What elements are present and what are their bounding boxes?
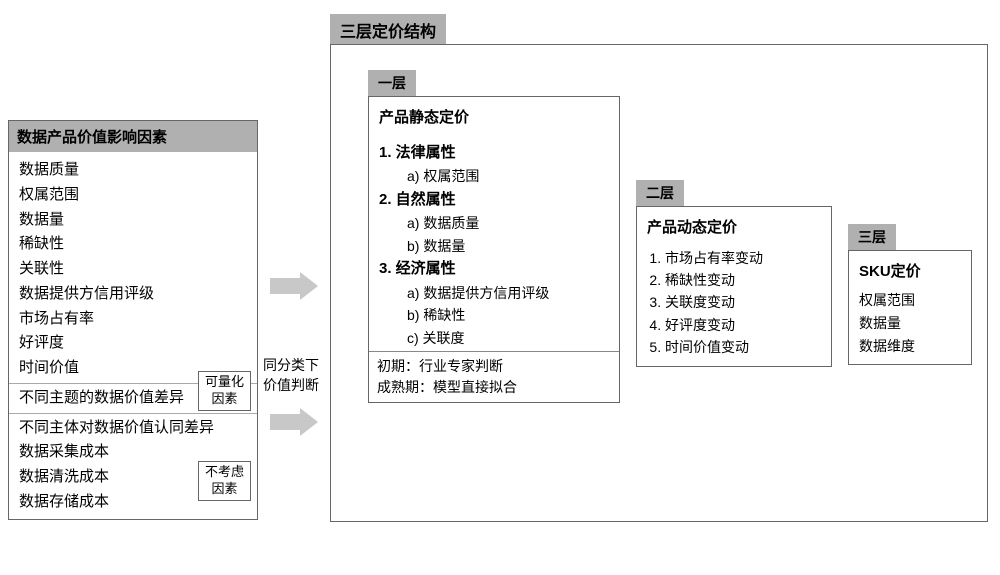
t: 同分类下 xyxy=(263,357,319,373)
s: b) 稀缺性 xyxy=(379,304,609,326)
t: 可量化 xyxy=(205,374,244,389)
li: 关联性 xyxy=(19,257,247,282)
g: 1. 法律属性 xyxy=(379,141,609,166)
f: 成熟期：模型直接拟合 xyxy=(377,377,611,398)
layer3-box: SKU定价 权属范围 数据量 数据维度 xyxy=(848,250,972,365)
li: 权属范围 xyxy=(19,183,247,208)
layer3-tab: 三层 xyxy=(848,224,896,250)
li: 数据量 xyxy=(19,208,247,233)
layer1-box: 产品静态定价 1. 法律属性 a) 权属范围 2. 自然属性 a) 数据质量 b… xyxy=(368,96,620,403)
li: 好评度 xyxy=(19,331,247,356)
li: 关联度变动 xyxy=(665,291,821,313)
li: 数据质量 xyxy=(19,158,247,183)
layer1-tab: 一层 xyxy=(368,70,416,96)
s: c) 关联度 xyxy=(379,327,609,349)
t: 因素 xyxy=(211,481,237,496)
li: 数据量 xyxy=(859,312,961,335)
right-title: 三层定价结构 xyxy=(330,14,446,46)
g: 3. 经济属性 xyxy=(379,257,609,282)
li: 市场占有率 xyxy=(19,307,247,332)
left-panel: 数据产品价值影响因素 数据质量 权属范围 数据量 稀缺性 关联性 数据提供方信用… xyxy=(8,120,258,520)
s: b) 数据量 xyxy=(379,235,609,257)
t: 价值判断 xyxy=(263,377,319,393)
li: 稀缺性变动 xyxy=(665,269,821,291)
li: 稀缺性 xyxy=(19,232,247,257)
li: 好评度变动 xyxy=(665,314,821,336)
s: a) 权属范围 xyxy=(379,165,609,187)
layer2-title: 产品动态定价 xyxy=(647,213,821,245)
tag-ignore: 不考虑 因素 xyxy=(198,461,251,501)
t: 因素 xyxy=(211,391,237,406)
tag-quantifiable: 可量化 因素 xyxy=(198,371,251,411)
li: 市场占有率变动 xyxy=(665,247,821,269)
s: a) 数据质量 xyxy=(379,212,609,234)
li: 时间价值变动 xyxy=(665,336,821,358)
layer1-foot: 初期：行业专家判断 成熟期：模型直接拟合 xyxy=(369,351,619,402)
li: 数据维度 xyxy=(859,335,961,358)
li: 权属范围 xyxy=(859,289,961,312)
divider xyxy=(9,413,257,414)
left-title: 数据产品价值影响因素 xyxy=(9,121,257,152)
layer1-title: 产品静态定价 xyxy=(379,103,609,135)
li: 不同主体对数据价值认同差异 xyxy=(19,416,247,441)
li: 数据提供方信用评级 xyxy=(19,282,247,307)
t: 不考虑 xyxy=(205,464,244,479)
layer2-list: 市场占有率变动 稀缺性变动 关联度变动 好评度变动 时间价值变动 xyxy=(665,247,821,359)
s: a) 数据提供方信用评级 xyxy=(379,282,609,304)
layer2-box: 产品动态定价 市场占有率变动 稀缺性变动 关联度变动 好评度变动 时间价值变动 xyxy=(636,206,832,367)
layer3-title: SKU定价 xyxy=(859,257,961,289)
f: 初期：行业专家判断 xyxy=(377,356,611,377)
arrow-annot: 同分类下 价值判断 xyxy=(263,356,319,395)
g: 2. 自然属性 xyxy=(379,188,609,213)
layer2-tab: 二层 xyxy=(636,180,684,206)
